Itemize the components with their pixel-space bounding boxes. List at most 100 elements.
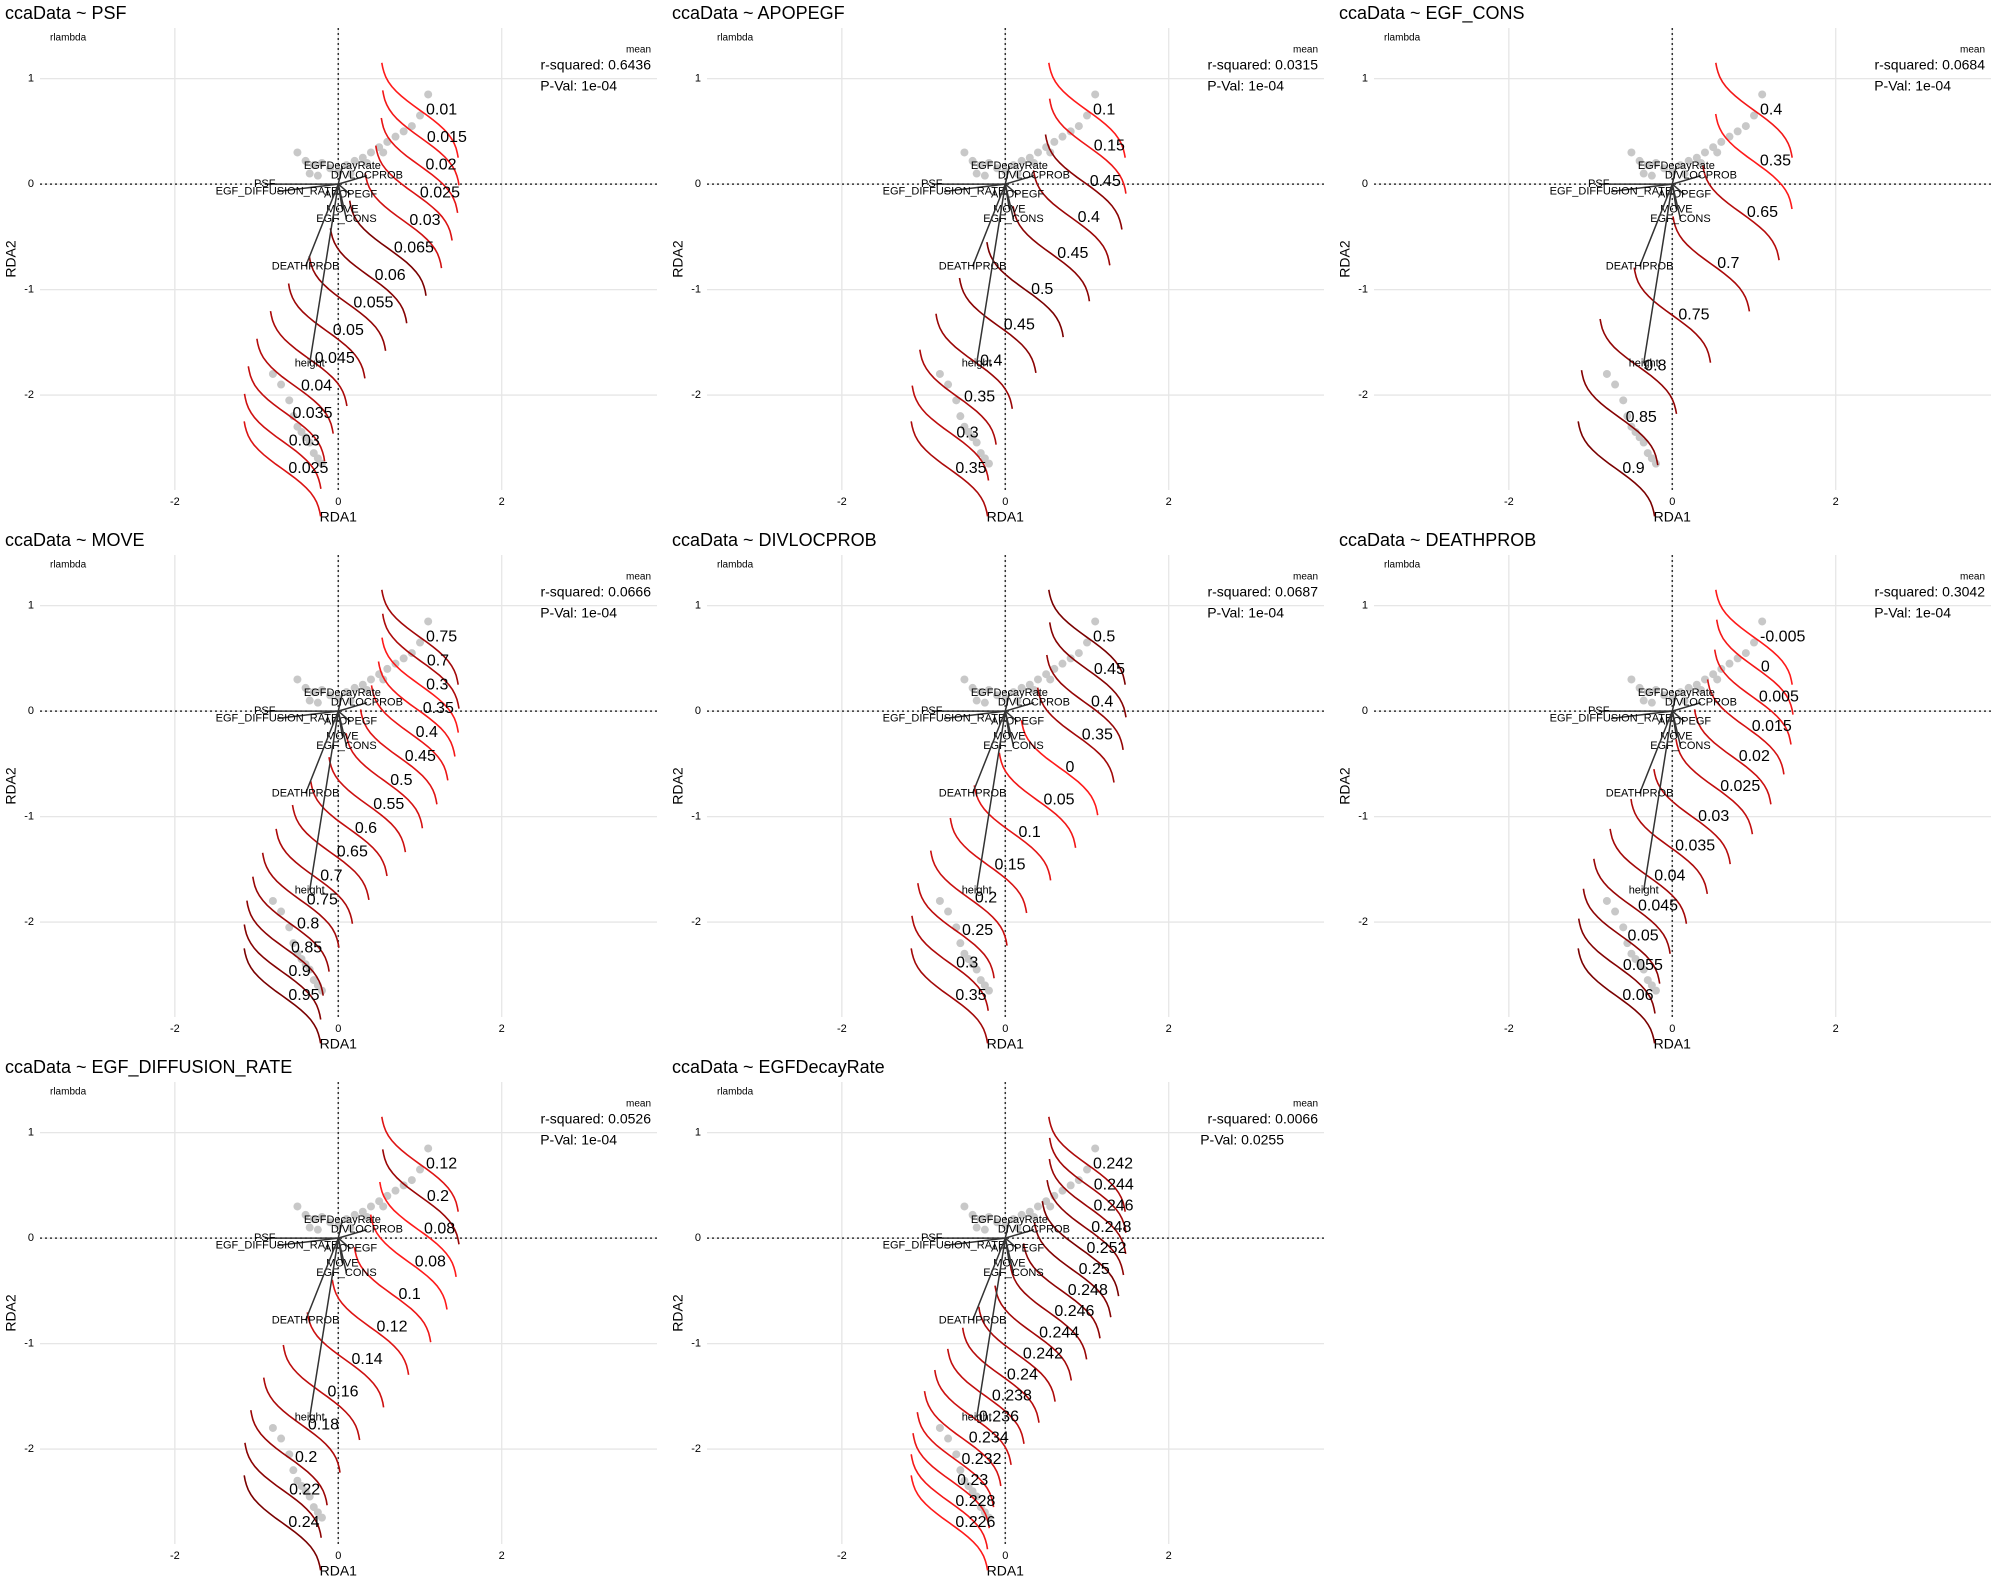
contour-line	[917, 883, 995, 979]
site-point	[1009, 688, 1018, 697]
site-point	[1013, 1223, 1022, 1232]
contour-label: 0.15	[1094, 137, 1125, 154]
site-point	[1029, 1213, 1038, 1222]
contour-label: 0.2	[427, 1188, 449, 1205]
contour-line	[250, 1410, 328, 1506]
y-tick-label: -2	[1358, 916, 1368, 928]
biplot-arrow	[971, 710, 1006, 794]
contour-line	[1032, 170, 1111, 266]
biplot-arrow	[338, 701, 368, 712]
site-point	[1033, 675, 1042, 684]
contour-label: 0.25	[962, 922, 993, 939]
contour-label: 0.85	[291, 939, 322, 956]
site-point	[305, 1492, 314, 1501]
site-point	[1046, 675, 1055, 684]
panel: ccaData ~ MOVE -2 0 2 -2 -1 0 1 RDA1 RDA2 rlambda m…	[3, 530, 657, 1052]
site-point	[1639, 169, 1648, 178]
site-point	[1750, 638, 1759, 647]
site-point	[1066, 654, 1075, 663]
site-point	[984, 686, 993, 695]
biplot-label: EGF_CONS	[1650, 740, 1711, 752]
contour-line	[911, 385, 990, 481]
contour-label: 0.5	[1093, 628, 1115, 645]
biplot-arrow	[1004, 710, 1015, 747]
contour-line	[1630, 798, 1709, 895]
site-point	[317, 686, 326, 695]
contour-line	[379, 1181, 457, 1278]
x-axis-label: RDA1	[1654, 1036, 1692, 1052]
contour-label: 0.248	[1068, 1282, 1108, 1299]
site-point	[968, 683, 977, 692]
site-point	[362, 686, 371, 695]
biplot-label: DIVLOCPROB	[331, 1224, 403, 1236]
site-point	[944, 380, 953, 389]
site-point	[980, 171, 989, 180]
contour-line	[923, 1390, 1002, 1487]
biplot-arrow	[1642, 183, 1674, 364]
contour-label: 0.08	[415, 1253, 446, 1270]
panel: ccaData ~ DIVLOCPROB -2 0 2 -2 -1 0 1 RDA1 RDA2 rl…	[670, 530, 1324, 1052]
site-point	[1639, 438, 1648, 447]
contour-label: 0.045	[1638, 897, 1678, 914]
site-point	[1684, 683, 1693, 692]
legend-title: mean	[626, 572, 651, 583]
contour-line	[1046, 654, 1124, 751]
biplot-label: DEATHPROB	[272, 787, 340, 799]
biplot-label: DIVLOCPROB	[1665, 170, 1737, 182]
contour-label: 0.015	[1752, 718, 1792, 735]
contour-line	[910, 1454, 989, 1550]
site-point	[976, 161, 985, 170]
biplot-arrow	[337, 1220, 344, 1239]
biplot-label: height	[295, 1411, 325, 1423]
panel-title: ccaData ~ DEATHPROB	[1339, 530, 1536, 550]
site-point	[1758, 90, 1767, 99]
panel-title: ccaData ~ EGFDecayRate	[672, 1057, 885, 1077]
site-point	[1635, 156, 1644, 165]
y-axis-label: RDA2	[1337, 767, 1353, 805]
site-point	[1083, 1165, 1092, 1174]
contour-line	[910, 948, 989, 1044]
contour-label: 0.05	[333, 322, 364, 339]
site-point	[346, 1223, 355, 1232]
site-point	[1700, 148, 1709, 157]
biplot-arrow	[1004, 1237, 1019, 1250]
corner-label: rlambda	[717, 1087, 754, 1098]
site-point	[1013, 169, 1022, 178]
site-point	[1017, 1210, 1026, 1219]
site-point	[1700, 675, 1709, 684]
site-point	[268, 1423, 277, 1432]
site-point	[984, 1213, 993, 1222]
panel: ccaData ~ EGFDecayRate -2 0 2 -2 -1 0 1 RDA1 RDA2…	[670, 1057, 1324, 1579]
biplot-arrow	[276, 183, 339, 193]
contour-line	[380, 117, 459, 214]
contour-label: 0.06	[375, 267, 406, 284]
biplot-arrow	[1004, 183, 1019, 196]
contour-line	[287, 283, 366, 379]
contour-label: 0.228	[955, 1493, 995, 1510]
site-point	[1647, 698, 1656, 707]
x-tick-label: 0	[1002, 1550, 1008, 1562]
site-point	[935, 369, 944, 378]
site-point	[366, 148, 375, 157]
r-squared: r-squared: 0.0066	[1207, 1111, 1318, 1127]
site-point	[984, 159, 993, 168]
contour-line	[912, 1433, 991, 1529]
r-squared: r-squared: 0.0666	[540, 584, 651, 600]
contour-label: 0.03	[289, 433, 320, 450]
biplot-label: EGFDecayRate	[971, 160, 1048, 172]
contour-label: 0.02	[425, 157, 456, 174]
site-point	[1741, 649, 1750, 658]
contour-line	[256, 338, 334, 434]
p-value: P-Val: 1e-04	[1207, 78, 1284, 94]
x-axis-label: RDA1	[320, 509, 358, 525]
contour-label: 0.24	[288, 1514, 319, 1531]
site-point	[972, 169, 981, 178]
contour-line	[934, 1369, 1012, 1466]
biplot-label: DEATHPROB	[939, 260, 1007, 272]
x-tick-label: 2	[499, 1550, 505, 1562]
site-point	[305, 696, 314, 705]
contour-line	[1672, 216, 1751, 312]
y-tick-label: 1	[695, 73, 701, 85]
biplot-label: EGF_CONS	[983, 213, 1044, 225]
biplot-arrow	[338, 1228, 368, 1239]
